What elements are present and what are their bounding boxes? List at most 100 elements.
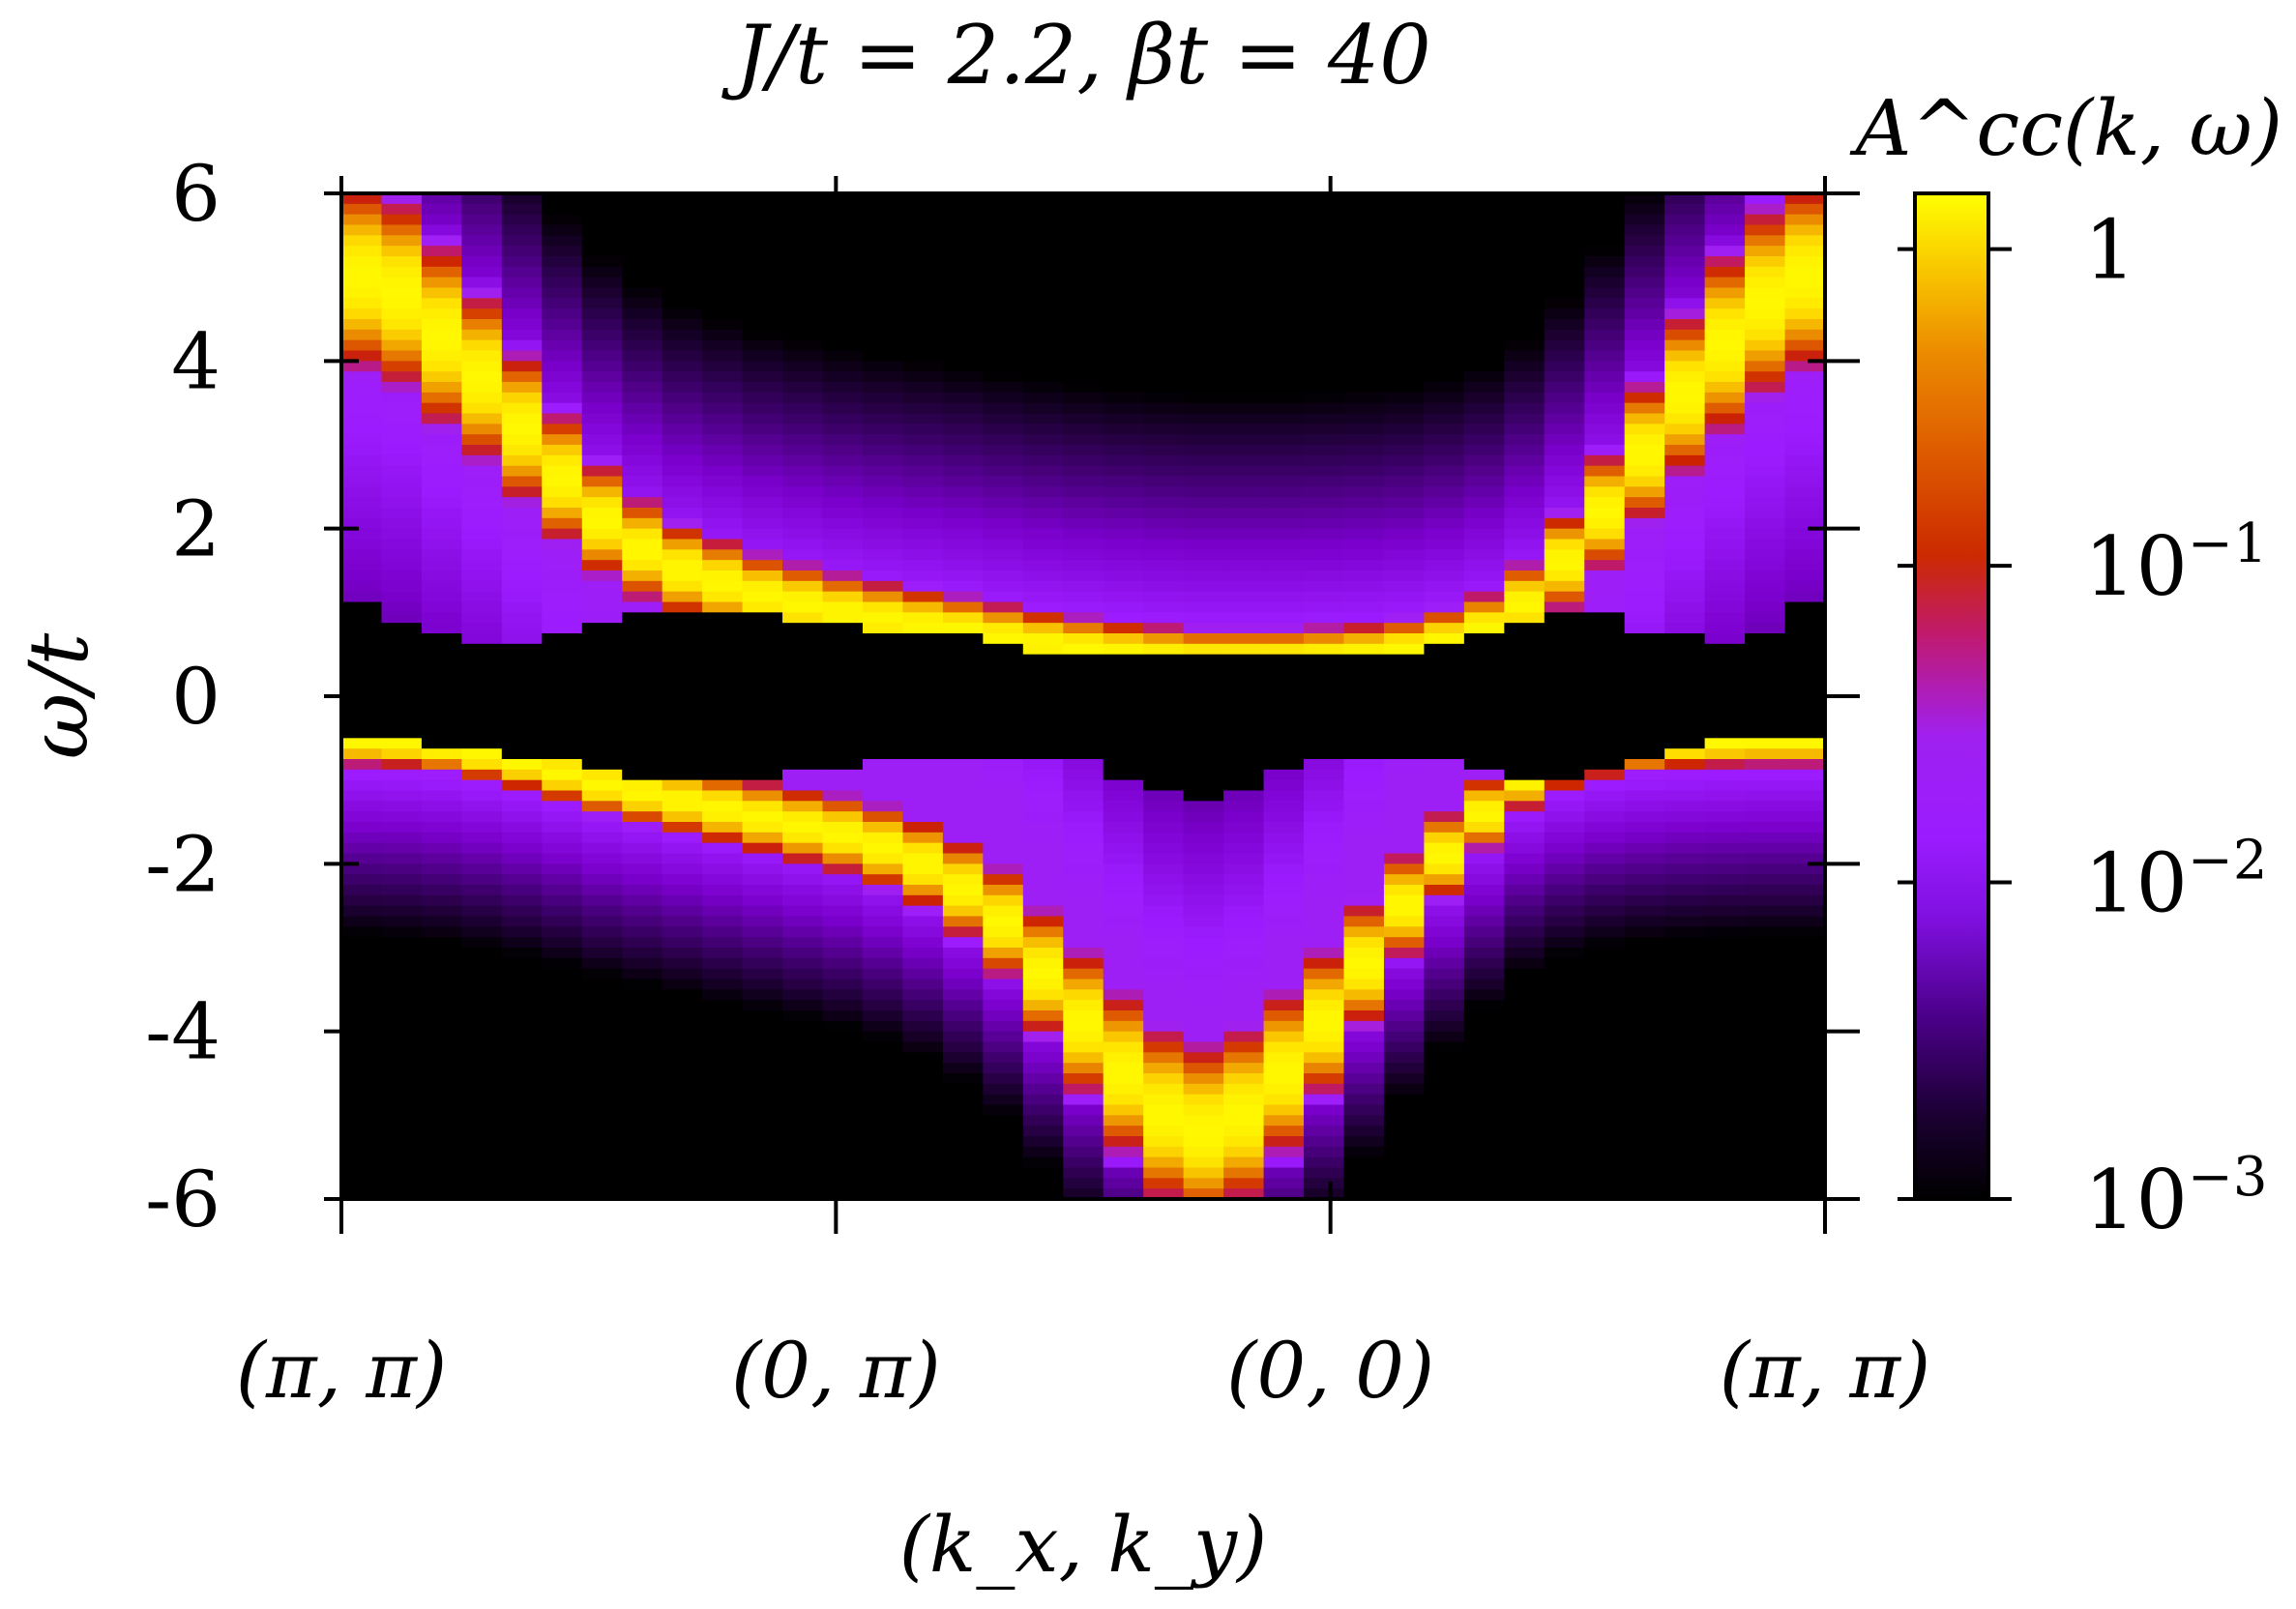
heatmap-cell — [1704, 508, 1746, 519]
heatmap-cell — [1183, 1136, 1224, 1148]
heatmap-cell — [1784, 894, 1826, 907]
heatmap-cell — [862, 811, 904, 823]
heatmap-cell — [461, 633, 503, 645]
heatmap-cell — [983, 1188, 1024, 1200]
heatmap-cell — [1544, 1104, 1585, 1116]
heatmap-cell — [1022, 948, 1064, 959]
heatmap-column — [742, 193, 783, 1200]
heatmap-cell — [381, 1073, 423, 1085]
heatmap-column — [1022, 193, 1064, 1200]
heatmap-cell — [1223, 1104, 1265, 1116]
heatmap-cell — [1343, 643, 1385, 656]
heatmap-cell — [902, 1010, 944, 1022]
heatmap-cell — [542, 445, 583, 456]
heatmap-cell — [341, 424, 383, 435]
heatmap-cell — [1183, 1178, 1224, 1189]
heatmap-cell — [1584, 926, 1626, 938]
heatmap-cell — [1664, 643, 1706, 656]
heatmap-cell — [1704, 476, 1746, 487]
heatmap-cell — [902, 246, 944, 257]
heatmap-cell — [1424, 308, 1465, 320]
heatmap-cell — [822, 454, 864, 467]
heatmap-cell — [542, 424, 583, 435]
heatmap-cell — [742, 214, 783, 226]
heatmap-cell — [1664, 517, 1706, 530]
heatmap-cell — [1383, 319, 1426, 331]
heatmap-cell — [1022, 508, 1064, 519]
heatmap-cell — [542, 905, 583, 918]
heatmap-cell — [822, 1115, 864, 1126]
heatmap-cell — [902, 424, 944, 435]
heatmap-cell — [1624, 1136, 1665, 1148]
heatmap-cell — [1664, 727, 1706, 739]
heatmap-cell — [1383, 989, 1426, 1001]
heatmap-cell — [1584, 633, 1626, 645]
heatmap-cell — [581, 350, 623, 362]
heatmap-cell — [822, 319, 864, 331]
heatmap-cell — [1022, 790, 1064, 802]
heatmap-cell — [902, 905, 944, 918]
heatmap-cell — [1223, 287, 1265, 299]
heatmap-cell — [1343, 727, 1385, 739]
heatmap-cell — [1784, 822, 1826, 834]
heatmap-cell — [461, 1146, 503, 1158]
heatmap-cell — [461, 329, 503, 341]
heatmap-cell — [983, 926, 1024, 938]
heatmap-cell — [942, 203, 984, 216]
heatmap-cell — [1584, 1010, 1626, 1022]
heatmap-cell — [581, 246, 623, 257]
heatmap-cell — [1664, 266, 1706, 278]
heatmap-cell — [581, 664, 623, 676]
heatmap-cell — [461, 601, 503, 613]
heatmap-cell — [1544, 203, 1585, 216]
heatmap-cell — [662, 853, 703, 864]
heatmap-cell — [1022, 759, 1064, 771]
heatmap-cell — [622, 633, 663, 645]
heatmap-cell — [542, 591, 583, 603]
heatmap-cell — [581, 696, 623, 708]
heatmap-cell — [742, 580, 783, 593]
heatmap-cell — [1304, 937, 1345, 949]
heatmap-cell — [822, 863, 864, 875]
heatmap-column — [1343, 193, 1385, 1200]
heatmap-cell — [421, 885, 462, 896]
heatmap-cell — [1143, 1178, 1185, 1189]
heatmap-cell — [581, 1178, 623, 1189]
heatmap-cell — [501, 266, 543, 278]
heatmap-cell — [1063, 905, 1104, 918]
heatmap-cell — [1304, 508, 1345, 519]
heatmap-cell — [1143, 1063, 1185, 1074]
heatmap-cell — [1584, 842, 1626, 855]
heatmap-cell — [702, 643, 744, 656]
heatmap-cell — [1304, 402, 1345, 415]
heatmap-cell — [461, 748, 503, 760]
heatmap-cell — [1063, 266, 1104, 278]
heatmap-cell — [662, 266, 703, 278]
heatmap-column — [1183, 193, 1224, 1200]
heatmap-cell — [381, 633, 423, 645]
heatmap-cell — [421, 361, 462, 372]
heatmap-cell — [461, 266, 503, 278]
heatmap-cell — [1103, 1178, 1144, 1189]
heatmap-cell — [1143, 329, 1185, 341]
heatmap-cell — [662, 1073, 703, 1085]
heatmap-cell — [1544, 308, 1585, 320]
heatmap-cell — [1584, 424, 1626, 435]
heatmap-cell — [581, 1146, 623, 1158]
heatmap-cell — [902, 539, 944, 550]
heatmap-cell — [1103, 968, 1144, 980]
heatmap-cell — [1664, 256, 1706, 268]
heatmap-cell — [1383, 948, 1426, 959]
heatmap-cell — [983, 402, 1024, 415]
heatmap-cell — [1183, 1167, 1224, 1179]
heatmap-cell — [702, 214, 744, 226]
heatmap-cell — [1544, 1083, 1585, 1096]
heatmap-cell — [1103, 235, 1144, 247]
heatmap-cell — [1022, 256, 1064, 268]
heatmap-cell — [862, 277, 904, 289]
heatmap-cell — [1664, 549, 1706, 561]
heatmap-cell — [1463, 235, 1505, 247]
heatmap-cell — [1584, 235, 1626, 247]
heatmap-cell — [1223, 759, 1265, 771]
heatmap-cell — [1784, 832, 1826, 844]
